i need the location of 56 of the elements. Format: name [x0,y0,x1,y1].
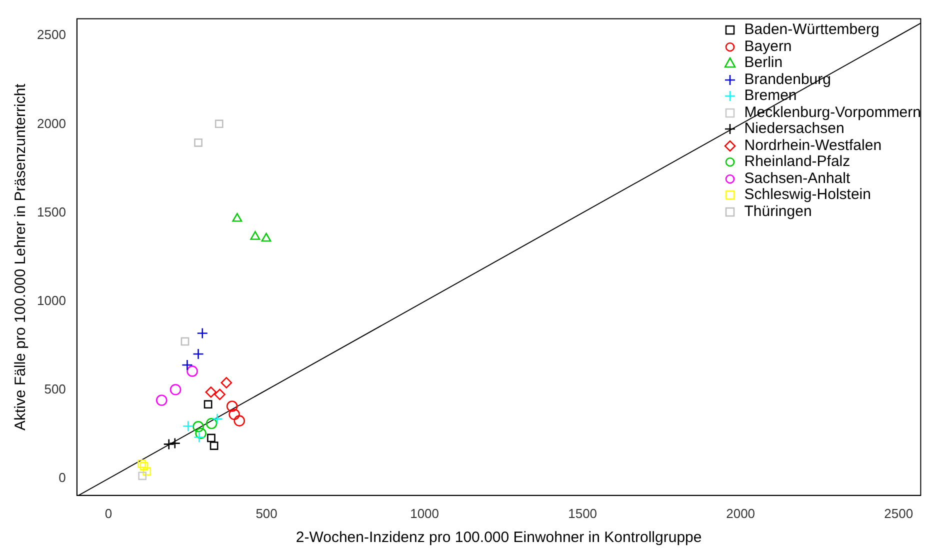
point [228,408,240,420]
legend-label: Schleswig-Holstein [744,186,871,204]
point [142,467,151,476]
point [250,231,260,240]
legend-label: Sachsen-Anhalt [744,170,850,187]
point [206,418,218,430]
point [212,413,223,425]
y-axis-title: Aktive Fälle pro 100.000 Lehrer in Präsenzunterricht [12,82,30,431]
point [234,415,246,426]
y-tick-label: 2000 [37,116,66,131]
point [186,366,198,377]
legend-label: Berlin [744,54,783,72]
point [194,138,202,147]
x-tick-label: 500 [256,506,278,521]
point [207,434,216,442]
legend-label: Bayern [744,38,792,55]
point [138,472,147,480]
point [232,213,242,222]
point [140,462,148,470]
point [138,460,146,468]
point [192,421,204,432]
legend-label: Baden-Württemberg [744,21,880,38]
point [226,400,238,412]
legend-label: Niedersachsen [744,120,844,138]
point [220,377,232,388]
x-tick-label: 2000 [726,506,756,521]
point [196,328,208,339]
point [210,442,218,450]
point [180,337,190,346]
legend-label: Nordrhein-Westfalen [744,136,882,154]
point [214,120,224,128]
y-tick-label: 1000 [37,292,66,308]
point [205,386,217,398]
x-tick-label: 1500 [568,506,598,521]
point [195,428,206,440]
y-tick-label: 2500 [37,27,66,42]
point [261,232,272,242]
point [163,438,175,450]
y-tick-label: 1500 [37,204,66,220]
point [156,394,168,406]
point [192,348,204,360]
legend-label: Thüringen [744,202,812,220]
x-tick-label: 2500 [884,506,914,521]
y-tick-label: 0 [58,470,66,486]
point [204,400,212,409]
y-tick-label: 500 [44,382,66,397]
point [169,438,181,449]
point [182,359,193,371]
x-tick-label: 1000 [410,506,440,521]
point [182,420,194,432]
x-axis-title: 2-Wochen-Inzidenz pro 100.000 Einwohner in Kontrollgruppe [296,529,702,546]
point [214,388,226,400]
point [170,384,182,396]
x-tick-label: 0 [104,506,112,521]
legend-label: Rheinland-Pfalz [744,153,850,170]
point [194,432,205,443]
